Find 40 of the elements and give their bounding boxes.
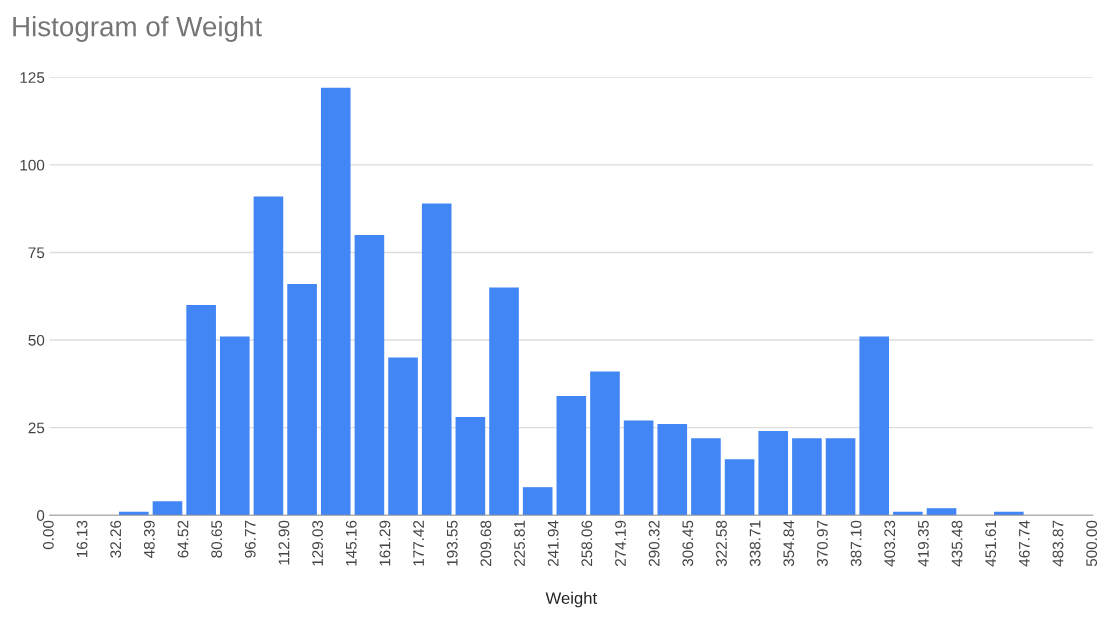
y-tick-label: 75 xyxy=(28,247,45,259)
x-tick-label: 467.74 xyxy=(1018,520,1030,567)
x-tick-label: 435.48 xyxy=(951,520,963,567)
x-tick-label: 16.13 xyxy=(76,520,88,558)
x-tick-label: 225.81 xyxy=(514,520,525,567)
x-tick-label: 112.90 xyxy=(278,520,290,565)
x-tick-label: 403.23 xyxy=(884,520,896,567)
x-tick-label: 193.55 xyxy=(446,520,458,566)
x-axis-title: Weight xyxy=(545,591,597,608)
x-tick-label: 500.00 xyxy=(1086,520,1098,567)
x-tick-label: 483.87 xyxy=(1052,520,1064,567)
y-tick-label: 125 xyxy=(20,72,45,83)
x-tick-label: 451.61 xyxy=(985,520,997,567)
x-tick-label: 419.35 xyxy=(917,520,929,567)
x-tick-label: 129.03 xyxy=(312,520,324,566)
x-tick-label: 258.06 xyxy=(581,520,593,567)
x-tick-label: 48.39 xyxy=(143,520,155,558)
x-tick-label: 387.10 xyxy=(850,520,862,567)
y-tick-label: 50 xyxy=(28,334,45,346)
x-tick-label: 177.42 xyxy=(413,520,424,566)
x-tick-label: 274.19 xyxy=(615,520,626,567)
x-tick-label: 161.29 xyxy=(379,520,391,566)
x-tick-label: 80.65 xyxy=(211,520,223,558)
x-tick-label: 306.45 xyxy=(682,520,694,567)
x-tick-label: 322.58 xyxy=(716,520,727,567)
x-tick-label: 145.16 xyxy=(345,520,357,566)
y-tick-label: 0 xyxy=(36,510,45,521)
x-tick-label: 0.00 xyxy=(42,520,54,550)
x-tick-label: 354.84 xyxy=(783,520,795,567)
y-tick-label: 25 xyxy=(28,422,45,434)
y-tick-label: 100 xyxy=(20,159,45,171)
x-tick-label: 370.97 xyxy=(817,520,828,567)
x-tick-label: 32.26 xyxy=(110,520,122,558)
chart-title: Histogram of Weight xyxy=(13,16,262,42)
x-tick-label: 64.52 xyxy=(177,520,189,558)
x-tick-label: 338.71 xyxy=(749,520,761,567)
x-tick-label: 241.94 xyxy=(547,520,559,567)
x-tick-label: 209.68 xyxy=(480,520,492,567)
x-tick-label: 96.77 xyxy=(244,520,256,558)
x-tick-label: 290.32 xyxy=(648,520,660,567)
